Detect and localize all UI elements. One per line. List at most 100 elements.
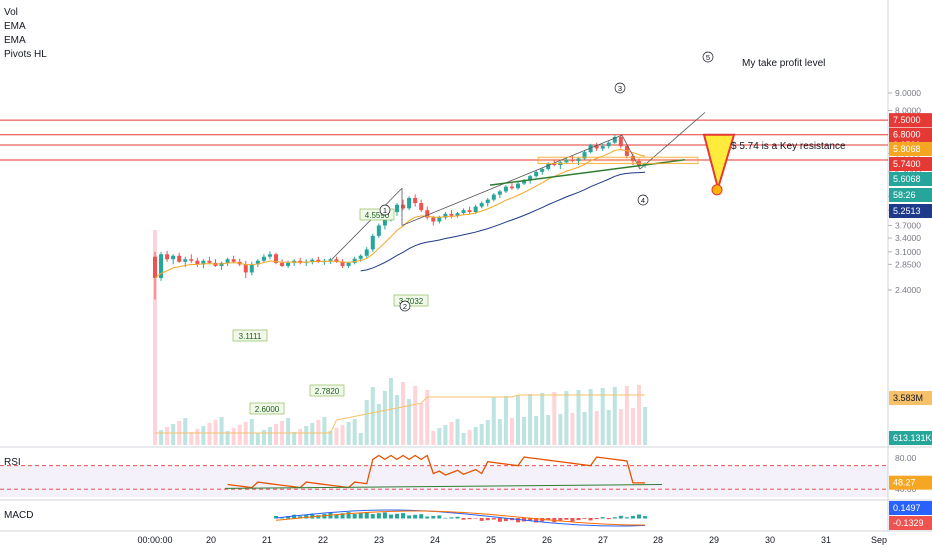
- candle-body: [516, 183, 520, 189]
- badge-level-5740-bg: [889, 157, 932, 171]
- candle-body: [606, 142, 611, 147]
- time-axis-label: 00:00:00: [137, 535, 172, 545]
- volume-bar: [618, 409, 623, 445]
- candle-body: [261, 256, 266, 261]
- volume-bar: [382, 391, 387, 445]
- candle-body: [588, 144, 593, 153]
- macd-histogram-bar: [352, 514, 357, 519]
- badge-volume: 613.131K: [893, 433, 932, 443]
- candle-body: [522, 180, 527, 184]
- volume-bar: [274, 424, 278, 445]
- volume-bar: [522, 417, 527, 445]
- badge-level-7500-bg: [889, 113, 932, 128]
- macd-histogram-bar: [461, 518, 466, 520]
- candle-body: [528, 176, 533, 181]
- macd-histogram-bar: [594, 518, 599, 520]
- candle-body: [231, 259, 236, 262]
- macd-histogram-bar: [485, 518, 490, 521]
- volume-bar: [286, 418, 291, 445]
- candle-body: [467, 210, 472, 212]
- macd-histogram-bar: [413, 514, 418, 519]
- candle-body: [473, 206, 478, 212]
- macd-histogram-bar: [467, 518, 472, 520]
- pivot-high-label-1: 3.1111: [239, 332, 262, 341]
- candle-body: [376, 225, 381, 236]
- volume-bar: [195, 429, 200, 445]
- macd-histogram-bar: [425, 516, 430, 519]
- candle-body: [274, 254, 278, 263]
- candle-body: [219, 262, 224, 266]
- badge-level-5740: 5.7400: [893, 159, 921, 169]
- rsi-band: [0, 465, 888, 497]
- key-resistance-zone: [537, 156, 699, 165]
- impulse-line-1: [331, 187, 403, 260]
- volume-bar: [401, 382, 406, 445]
- volume-bar: [606, 410, 611, 445]
- candle-body: [509, 186, 514, 189]
- badge-ema-fast-bg: [889, 142, 932, 156]
- volume-ma-line: [155, 394, 646, 434]
- legend-ema-2[interactable]: EMA: [4, 35, 26, 46]
- ema-fast-line: [154, 149, 646, 279]
- volume-bar: [358, 433, 363, 445]
- badge-level-6800: 6.8000: [893, 130, 921, 140]
- volume-bar: [540, 393, 545, 445]
- macd-histogram-bar: [449, 517, 454, 519]
- macd-histogram-bar: [576, 518, 581, 521]
- volume-bar: [219, 417, 224, 445]
- candle-body: [340, 261, 345, 266]
- volume-bar: [298, 429, 303, 445]
- volume-bar: [304, 426, 309, 445]
- candle-body: [491, 194, 496, 200]
- volume-bar: [165, 427, 170, 445]
- time-axis-label: 25: [486, 535, 496, 545]
- candle-body: [286, 262, 291, 266]
- volume-bar: [413, 386, 418, 445]
- time-axis-label: Sep: [871, 535, 887, 545]
- candle-body: [413, 197, 418, 204]
- pivot-high-label-2: 4.5590: [365, 211, 390, 220]
- pivot-low-label-1: 2.6000: [255, 405, 280, 414]
- badge-last-price-bg: [889, 172, 932, 186]
- volume-bar: [546, 415, 551, 445]
- rsi-label[interactable]: RSI: [4, 457, 21, 468]
- candle-body: [534, 171, 539, 177]
- candle-body: [618, 136, 623, 147]
- time-axis-label: 29: [709, 535, 719, 545]
- candle-body: [316, 259, 321, 262]
- candle-body: [249, 264, 254, 273]
- candle-body: [159, 254, 164, 279]
- volume-bar: [267, 427, 272, 445]
- volume-bar: [352, 419, 357, 445]
- badge-ema-fast: 5.8068: [893, 144, 921, 154]
- macd-histogram-bar: [334, 514, 339, 519]
- volume-bar: [249, 419, 254, 445]
- volume-bar: [509, 418, 514, 445]
- candle-body: [443, 213, 448, 218]
- macd-histogram-bar: [624, 517, 629, 519]
- badge-macd-value-1: 0.1497: [893, 503, 921, 513]
- price-tick-label: 5.3000: [895, 167, 921, 177]
- volume-bar: [425, 390, 430, 445]
- macd-histogram-bar: [358, 513, 363, 519]
- candle-body: [195, 260, 200, 265]
- candle-body: [370, 235, 375, 250]
- candle-body: [183, 259, 188, 262]
- legend-ema-1[interactable]: EMA: [4, 21, 26, 32]
- price-tick-label: 2.8500: [895, 259, 921, 269]
- badge-macd-1-bg: [889, 501, 932, 515]
- pivot-low-label-2: 2.7820: [315, 387, 340, 396]
- badge-level-7500: 7.5000: [893, 115, 921, 125]
- macd-label[interactable]: MACD: [4, 510, 34, 521]
- legend-pivots[interactable]: Pivots HL: [4, 49, 47, 60]
- macd-histogram-bar: [479, 518, 484, 521]
- candle-body: [564, 159, 569, 163]
- impulse-line-3: [401, 134, 623, 226]
- legend-vol[interactable]: Vol: [4, 7, 18, 18]
- pivot-low-label-3: 3.7032: [399, 297, 424, 306]
- volume-bar: [534, 416, 539, 445]
- candle-body: [395, 204, 399, 212]
- volume-bar: [395, 395, 399, 445]
- candle-body: [425, 210, 430, 218]
